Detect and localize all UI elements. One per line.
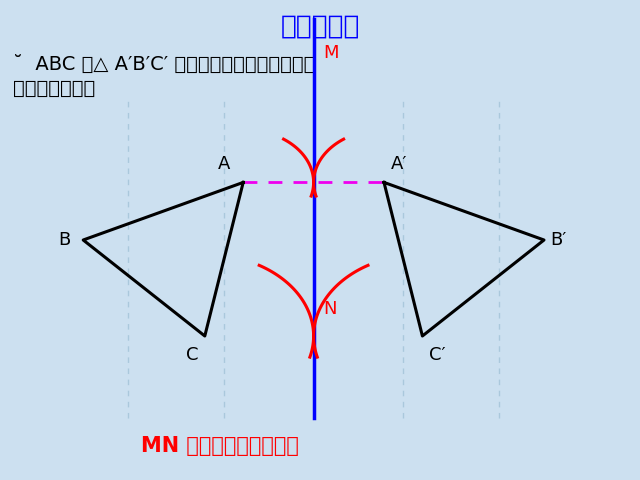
- Text: A′: A′: [390, 155, 407, 173]
- Text: ˘  ABC 与△ A′B′C′ 关于某条直线对称，请你作: ˘ ABC 与△ A′B′C′ 关于某条直线对称，请你作: [13, 55, 315, 74]
- Text: C: C: [186, 346, 198, 364]
- Text: N: N: [323, 300, 337, 318]
- Text: B: B: [58, 231, 70, 249]
- Text: 出它的对称轴。: 出它的对称轴。: [13, 79, 95, 98]
- Text: C′: C′: [429, 346, 445, 364]
- Text: 尝试应用一: 尝试应用一: [280, 13, 360, 39]
- Text: M: M: [323, 44, 339, 62]
- Text: B′: B′: [550, 231, 567, 249]
- Text: A: A: [218, 155, 230, 173]
- Text: MN 就是它们的对称轴。: MN 就是它们的对称轴。: [141, 436, 299, 456]
